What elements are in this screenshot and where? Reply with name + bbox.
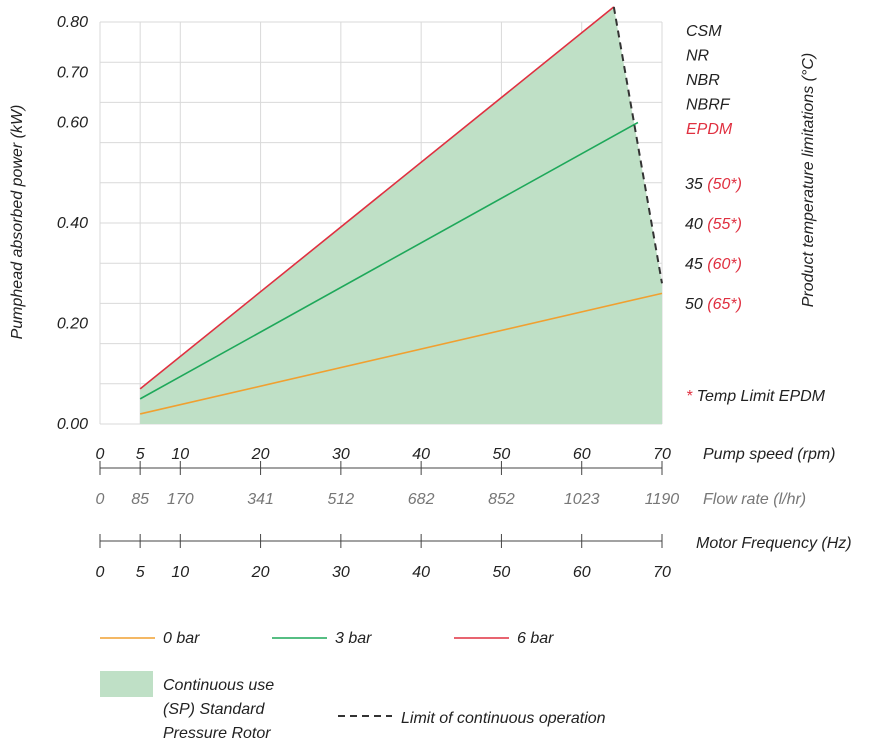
flow-rate-tick-label: 852 — [488, 491, 515, 508]
y-tick-label: 0.40 — [57, 215, 88, 232]
footnote-text: Temp Limit EPDM — [697, 388, 826, 405]
flow-rate-tick-label: 85 — [131, 491, 149, 508]
flow-rate-tick-label: 682 — [408, 491, 435, 508]
flow-rate-tick-label: 1023 — [564, 491, 600, 508]
legend-label: 0 bar — [163, 630, 200, 647]
legend-region-label: Continuous use — [163, 677, 274, 694]
epdm-temperature-label: (50*) — [707, 176, 742, 193]
pump-speed-tick-label: 40 — [412, 446, 430, 463]
flow-rate-tick-label: 0 — [96, 491, 105, 508]
footnote-mark: * Temp Limit EPDM — [686, 388, 826, 405]
pump-speed-tick-label: 20 — [251, 446, 270, 463]
y-tick-label: 0.80 — [57, 14, 88, 31]
temperature-label: 40 (55*) — [685, 216, 742, 233]
legend-label: 3 bar — [335, 630, 372, 647]
flow-rate-tick-label: 170 — [167, 491, 194, 508]
continuous-use-region — [140, 6, 663, 425]
limit-continuous-operation-line — [612, 6, 663, 284]
motor-frequency-tick-label: 5 — [136, 564, 145, 581]
motor-frequency-tick-label: 70 — [653, 564, 671, 581]
legend-region-label: (SP) Standard — [163, 701, 265, 718]
legend-region-swatch — [100, 671, 153, 697]
motor-frequency-axis-title: Motor Frequency (Hz) — [696, 535, 852, 552]
material-label: NBR — [686, 72, 720, 89]
series-line-6-bar — [139, 6, 615, 390]
motor-frequency-tick-label: 40 — [412, 564, 430, 581]
series-line-0-bar — [139, 292, 663, 415]
flow-rate-tick-label: 341 — [247, 491, 274, 508]
right-axis-title: Product temperature limitations (°C) — [800, 53, 817, 307]
legend-label: 6 bar — [517, 630, 554, 647]
motor-frequency-tick-label: 50 — [493, 564, 511, 581]
motor-frequency-tick-label: 0 — [96, 564, 105, 581]
pump-speed-tick-label: 10 — [171, 446, 189, 463]
flow-rate-tick-label: 512 — [328, 491, 355, 508]
y-axis-title: Pumphead absorbed power (kW) — [9, 105, 26, 340]
legend-region-label: Pressure Rotor — [163, 725, 271, 742]
temperature-label: 35 (50*) — [685, 176, 742, 193]
pump-speed-tick-label: 30 — [332, 446, 350, 463]
motor-frequency-tick-label: 60 — [573, 564, 591, 581]
material-label: NR — [686, 48, 710, 65]
motor-frequency-tick-label: 10 — [171, 564, 189, 581]
motor-frequency-tick-label: 20 — [251, 564, 270, 581]
y-tick-label: 0.70 — [57, 64, 88, 81]
flow-rate-axis-title: Flow rate (l/hr) — [703, 491, 806, 508]
temperature-label: 50 (65*) — [685, 296, 742, 313]
epdm-temperature-label: (55*) — [707, 216, 742, 233]
y-tick-label: 0.00 — [57, 416, 88, 433]
material-label: CSM — [686, 23, 722, 40]
material-label: NBRF — [686, 97, 731, 114]
series-line-3-bar — [139, 121, 639, 400]
pump-speed-tick-label: 70 — [653, 446, 671, 463]
pump-speed-tick-label: 50 — [493, 446, 511, 463]
temperature-label: 45 (60*) — [685, 256, 742, 273]
pump-speed-tick-label: 60 — [573, 446, 591, 463]
legend-limit-label: Limit of continuous operation — [401, 710, 606, 727]
pump-speed-tick-label: 0 — [96, 446, 105, 463]
pump-speed-axis-title: Pump speed (rpm) — [703, 446, 836, 463]
motor-frequency-tick-label: 30 — [332, 564, 350, 581]
y-tick-label: 0.60 — [57, 115, 88, 132]
pump-speed-tick-label: 5 — [136, 446, 145, 463]
epdm-temperature-label: (65*) — [707, 296, 742, 313]
material-label: EPDM — [686, 121, 733, 138]
flow-rate-tick-label: 1190 — [645, 491, 680, 508]
epdm-temperature-label: (60*) — [707, 256, 742, 273]
y-tick-label: 0.20 — [57, 316, 88, 333]
